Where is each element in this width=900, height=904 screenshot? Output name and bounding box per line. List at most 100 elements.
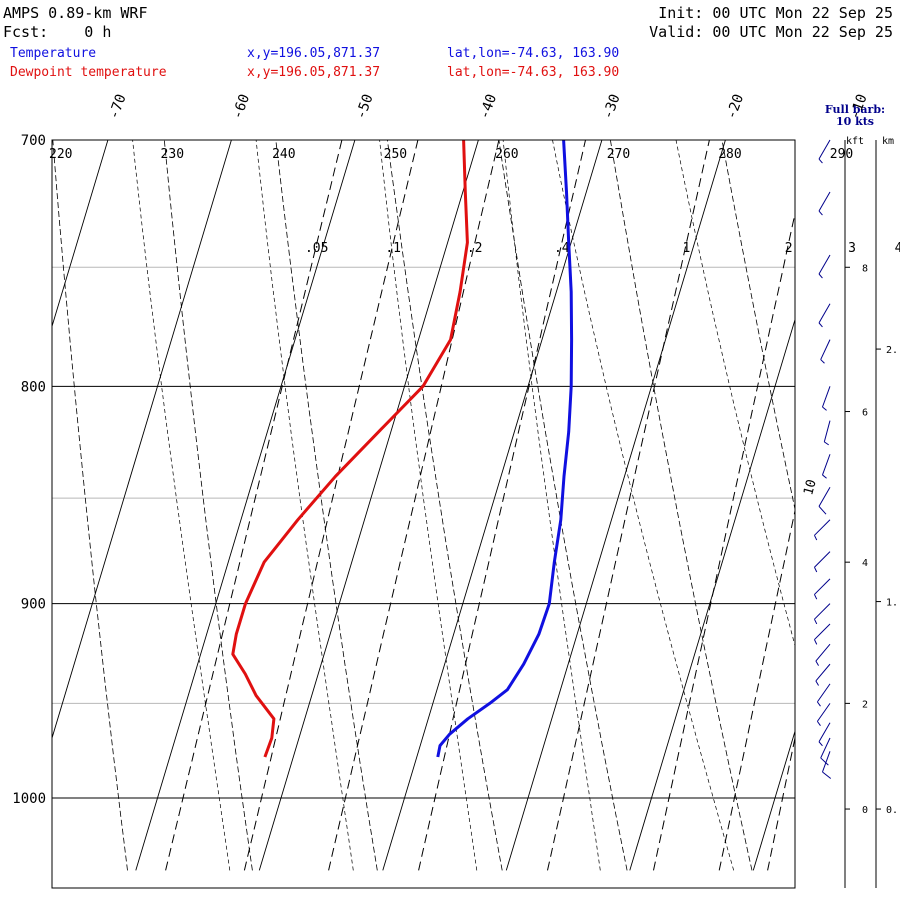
dry-adiabat-label: 240 — [272, 147, 295, 162]
mixing-ratio-line-.4 — [418, 140, 586, 871]
forecast-hour: Fcst: 0 h — [3, 23, 111, 41]
valid-time: Valid: 00 UTC Mon 22 Sep 25 — [649, 23, 893, 41]
wind-barb-half-flag — [824, 441, 829, 446]
wind-barb-half-flag — [820, 359, 825, 364]
wind-barb-staff — [822, 454, 831, 476]
km-axis-label: km — [882, 136, 894, 147]
model-title: AMPS 0.89-km WRF — [3, 4, 148, 22]
wind-barb-half-flag — [813, 535, 818, 541]
isotherm-line — [52, 140, 109, 328]
wind-barb — [822, 751, 832, 779]
pressure-tick-label: 900 — [21, 597, 46, 613]
dry-adiabat-220 — [52, 140, 128, 871]
wind-barb-full-flag — [822, 771, 832, 779]
wind-barb — [822, 454, 831, 479]
wind-barb-staff — [820, 339, 831, 360]
dewpoint-profile-line — [231, 140, 469, 758]
temperature-profile-line — [436, 140, 574, 758]
wind-barbs-layer: 10 — [801, 139, 832, 779]
wind-barb-half-flag — [816, 701, 821, 707]
wind-barb-half-flag — [813, 594, 818, 600]
kft-tick-label: 0 — [862, 805, 868, 816]
wind-barb-staff — [822, 751, 831, 773]
wind-barb-half-flag — [815, 680, 819, 686]
wind-barb-half-flag — [818, 158, 823, 164]
wind-barb-staff — [818, 303, 831, 324]
wind-barb-staff — [814, 603, 831, 620]
plot-frame — [51, 139, 796, 889]
wind-barb-staff — [818, 487, 831, 507]
wind-barb-staff — [814, 551, 831, 568]
isotherm-line — [135, 140, 356, 871]
wind-barb — [818, 191, 831, 216]
wind-barb-half-flag — [818, 322, 823, 328]
wind-barb-staff — [818, 191, 831, 212]
wind-barb — [818, 139, 831, 164]
wind-barb — [815, 663, 831, 686]
wind-barb — [813, 578, 831, 600]
legend-temperature-label: Temperature — [10, 46, 96, 61]
isotherm-line — [629, 318, 795, 871]
wind-barb-staff — [818, 722, 831, 742]
dry-adiabat-label: 260 — [495, 147, 518, 162]
wind-barb — [813, 519, 831, 541]
wind-key-value: 10 kts — [836, 115, 874, 128]
wind-barb — [818, 303, 831, 328]
km-tick-label: 0. — [886, 805, 898, 816]
wind-barb-staff — [816, 683, 831, 703]
wind-barb-half-flag — [822, 474, 827, 479]
isotherm-line — [52, 140, 232, 740]
init-time: Init: 00 UTC Mon 22 Sep 25 — [658, 4, 893, 22]
wind-barb — [816, 683, 831, 707]
wind-barb-half-flag — [818, 741, 823, 747]
dry-adiabat-label: 230 — [161, 147, 184, 162]
mixing-ratio-line-2 — [653, 211, 795, 871]
wind-barb — [816, 703, 831, 726]
legend-dewpoint-latlon: lat,lon=-74.63, 163.90 — [447, 65, 619, 80]
wind-barb-full-flag — [818, 506, 827, 515]
mixing-ratio-line-.05 — [165, 140, 343, 871]
wind-barb-staff — [815, 663, 831, 682]
wind-barb — [815, 643, 831, 666]
wind-barb-staff — [820, 737, 831, 759]
wind-barb — [818, 254, 831, 279]
wind-barb — [813, 603, 831, 625]
grid-layer — [52, 140, 795, 871]
wind-barb-staff — [818, 254, 831, 275]
wind-barb-half-flag — [813, 566, 818, 573]
wind-barb-staff — [816, 703, 831, 722]
wind-key-title: Full barb: — [825, 103, 885, 116]
kft-tick-label: 2 — [862, 699, 868, 710]
isotherm-line — [752, 729, 795, 871]
wind-barb-half-flag — [822, 406, 827, 411]
legend-temperature-coords: x,y=196.05,871.37 — [247, 46, 380, 61]
wind-barb-staff — [818, 139, 831, 160]
mixing-ratio-label: 2 — [785, 241, 793, 256]
mixing-ratio-label: .1 — [385, 241, 401, 256]
km-tick-label: 1. — [886, 598, 898, 609]
wind-barb-staff — [822, 386, 831, 408]
wind-barb — [813, 623, 831, 645]
dry-adiabat-240 — [275, 140, 378, 871]
dry-adiabat-260 — [498, 140, 628, 871]
dry-adiabat-250 — [386, 140, 503, 871]
wind-barb-half-flag — [816, 721, 821, 726]
kft-tick-label: 8 — [862, 263, 868, 274]
pressure-tick-label: 700 — [21, 133, 46, 149]
isotherm-line — [505, 140, 726, 871]
wind-barb — [822, 386, 831, 411]
dry-adiabat-label: 250 — [384, 147, 407, 162]
wind-barb-half-flag — [813, 618, 818, 625]
dry-adiabat-label: 270 — [607, 147, 630, 162]
legend-temperature-latlon: lat,lon=-74.63, 163.90 — [447, 46, 619, 61]
moist-adiabat-line — [552, 140, 735, 871]
wind-barb — [820, 737, 831, 766]
moist-adiabat-line — [675, 140, 795, 648]
wind-barb-staff — [823, 420, 831, 442]
legend-dewpoint-label: Dewpoint temperature — [10, 65, 167, 80]
mixing-ratio-line-.1 — [243, 140, 419, 871]
wind-barb — [823, 420, 831, 446]
mixing-ratio-label: .4 — [554, 241, 570, 256]
